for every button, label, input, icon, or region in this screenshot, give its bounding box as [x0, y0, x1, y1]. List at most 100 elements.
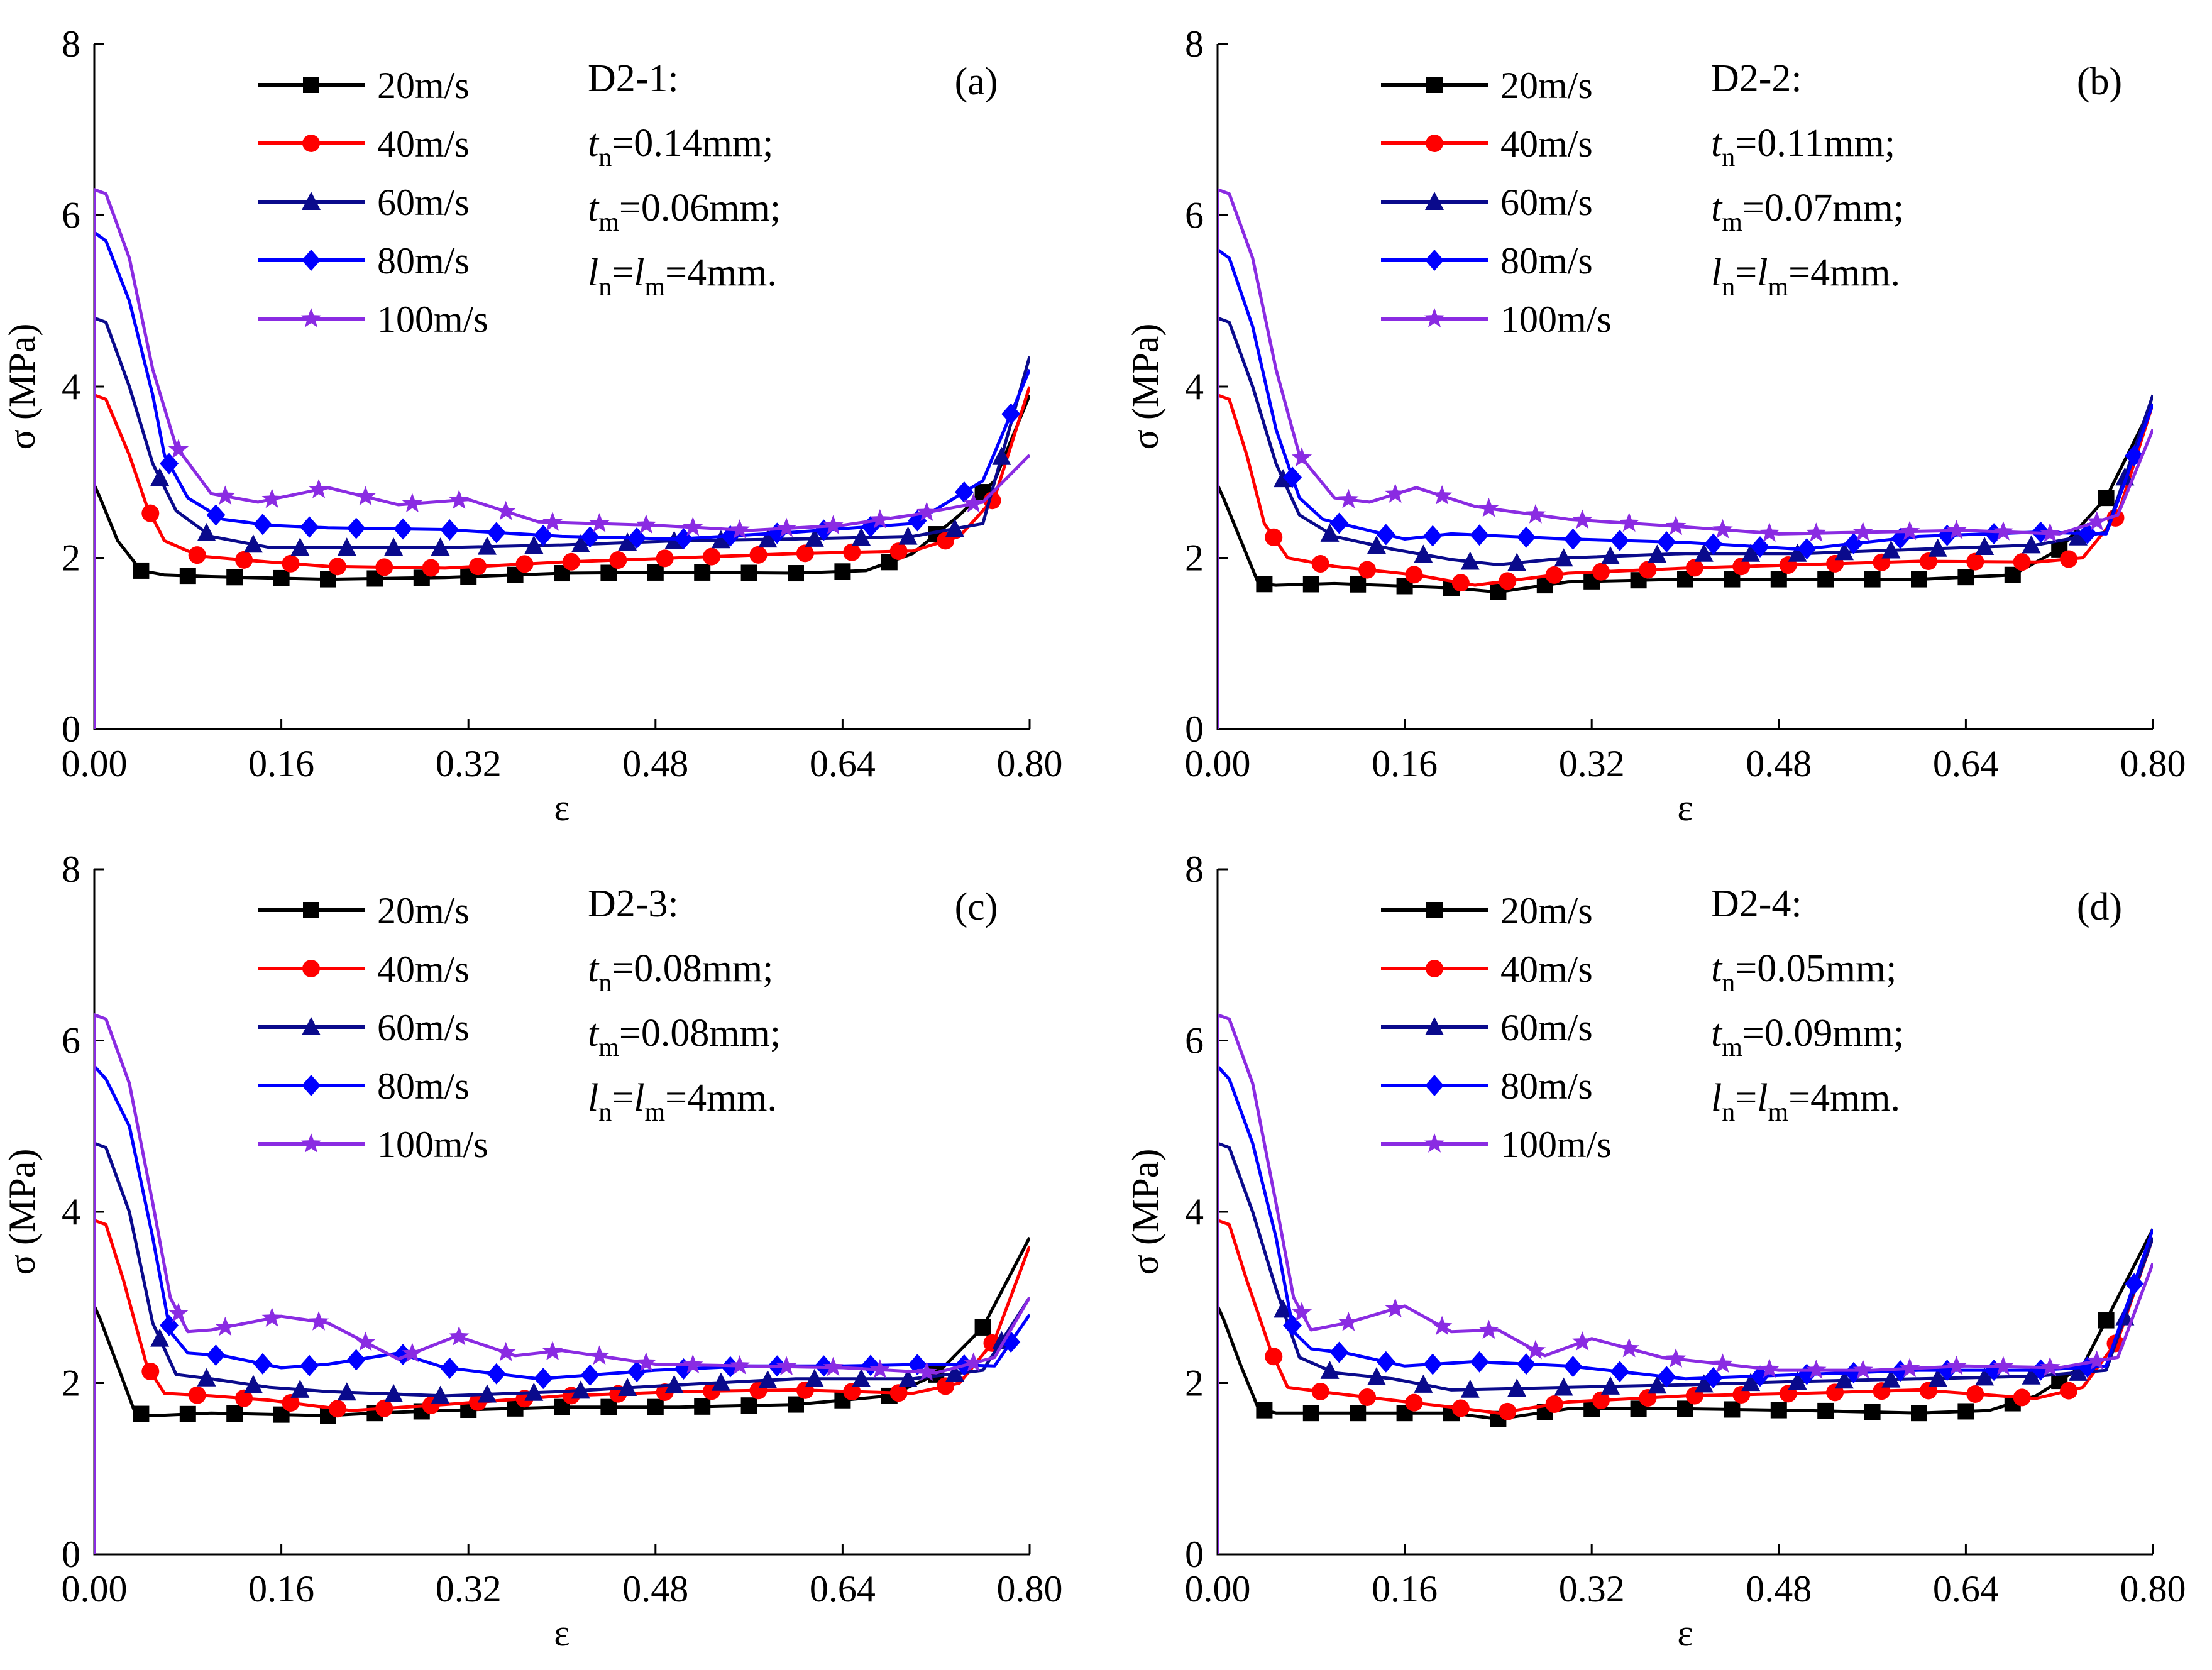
y-tick-label: 2 — [1185, 1363, 1204, 1404]
data-point-60m/s — [197, 522, 216, 541]
param-l-eq: = — [612, 1077, 634, 1119]
data-point-60m/s — [477, 1384, 497, 1403]
y-axis-title: σ (MPa) — [1125, 1149, 1166, 1275]
data-point-60m/s — [1975, 1367, 1995, 1386]
y-tick-label: 4 — [1185, 366, 1204, 407]
x-tick-label: 0.00 — [62, 1568, 128, 1610]
sample-label: D2-2: — [1711, 57, 1802, 100]
data-point-40m/s — [609, 551, 627, 569]
data-point-100m/s — [355, 1331, 376, 1351]
legend-marker — [300, 1133, 322, 1153]
param-lm-letter: l — [634, 1077, 644, 1119]
data-point-80m/s — [346, 517, 366, 539]
axes — [1216, 869, 2153, 1556]
legend-marker — [1425, 1017, 1444, 1035]
data-point-60m/s — [384, 1383, 404, 1402]
param-tn: tn=0.05mm; — [1711, 947, 1896, 997]
panel-label: (a) — [955, 60, 998, 103]
data-point-100m/s — [636, 514, 657, 534]
y-tick-label: 6 — [1185, 1020, 1204, 1062]
data-point-100m/s — [1993, 521, 2014, 541]
legend-label: 20m/s — [1500, 890, 1593, 931]
data-point-40m/s — [375, 1399, 393, 1417]
data-point-80m/s — [206, 1344, 226, 1366]
data-point-80m/s — [1283, 466, 1302, 488]
data-point-60m/s — [1320, 523, 1340, 542]
data-point-100m/s — [449, 489, 470, 509]
param-l-eq: = — [1735, 1077, 1757, 1119]
data-point-60m/s — [1367, 1367, 1386, 1386]
data-point-40m/s — [328, 1400, 346, 1418]
param-tm-sub: m — [598, 208, 619, 237]
x-tick-label: 0.16 — [1372, 743, 1438, 784]
data-point-80m/s — [440, 519, 459, 541]
data-point-60m/s — [945, 519, 964, 537]
data-point-40m/s — [2013, 1388, 2031, 1407]
x-tick-label: 0.16 — [248, 1568, 314, 1610]
legend-label: 100m/s — [1500, 1124, 1612, 1165]
x-axis-title: ε — [554, 1612, 570, 1654]
data-point-60m/s — [1460, 551, 1480, 570]
data-point-80m/s — [393, 518, 413, 540]
param-lm-sub: m — [644, 273, 665, 302]
data-point-80m/s — [1517, 526, 1536, 548]
data-point-60m/s — [431, 537, 450, 556]
data-point-100m/s — [2040, 522, 2061, 542]
y-tick-label: 0 — [1185, 1534, 1204, 1575]
data-point-80m/s — [1563, 528, 1583, 550]
data-point-60m/s — [758, 529, 778, 548]
sample-label: D2-4: — [1711, 882, 1802, 925]
panel-label: (d) — [2077, 886, 2122, 928]
series-line-80m/s — [94, 231, 1030, 729]
data-point-100m/s — [1338, 1312, 1359, 1331]
series-area — [1218, 1013, 2153, 1554]
data-point-60m/s — [2022, 1366, 2041, 1385]
data-point-20m/s — [2098, 490, 2115, 507]
param-tm-value: =0.07mm; — [1742, 187, 1904, 229]
legend-marker — [1425, 192, 1444, 210]
legend-label: 60m/s — [1500, 182, 1593, 223]
y-tick-label: 6 — [62, 195, 80, 236]
y-tick-label: 0 — [1185, 708, 1204, 750]
legend-marker — [303, 77, 319, 93]
data-point-40m/s — [1358, 1388, 1377, 1406]
legend-marker — [1426, 902, 1443, 918]
legend-marker — [1425, 1075, 1444, 1096]
data-point-100m/s — [1619, 512, 1639, 532]
data-point-60m/s — [1928, 1368, 1947, 1387]
legend-marker — [303, 902, 319, 918]
series-area — [1218, 188, 2153, 729]
data-point-40m/s — [1966, 1385, 1984, 1403]
data-point-40m/s — [1499, 1402, 1517, 1420]
series-line-20m/s — [1218, 403, 2153, 729]
param-lm-letter: l — [1757, 251, 1768, 294]
series-line-100m/s — [1218, 1013, 2153, 1554]
param-l-eq: = — [612, 251, 634, 294]
data-point-80m/s — [1657, 531, 1676, 553]
data-point-40m/s — [1311, 1382, 1329, 1400]
data-point-100m/s — [1900, 520, 1920, 541]
data-point-40m/s — [1311, 555, 1329, 573]
data-point-100m/s — [1291, 1302, 1312, 1322]
data-point-80m/s — [1329, 512, 1349, 534]
data-point-100m/s — [729, 1355, 750, 1375]
data-point-60m/s — [1834, 1370, 1854, 1389]
data-point-100m/s — [1478, 497, 1499, 517]
data-point-100m/s — [589, 513, 610, 532]
data-point-100m/s — [1946, 1355, 1967, 1375]
data-point-20m/s — [226, 1405, 243, 1422]
data-point-40m/s — [282, 1393, 300, 1412]
data-point-40m/s — [889, 542, 908, 561]
data-point-20m/s — [1302, 1405, 1319, 1422]
data-point-80m/s — [627, 1361, 647, 1383]
data-point-60m/s — [992, 446, 1011, 465]
data-point-60m/s — [243, 1375, 263, 1393]
data-point-100m/s — [261, 1307, 282, 1327]
x-tick-label: 0.48 — [1746, 743, 1812, 784]
series-area — [94, 188, 1030, 729]
data-point-80m/s — [1423, 1353, 1443, 1375]
data-point-40m/s — [1265, 1348, 1283, 1366]
data-point-60m/s — [852, 527, 871, 546]
data-point-60m/s — [664, 1375, 684, 1393]
